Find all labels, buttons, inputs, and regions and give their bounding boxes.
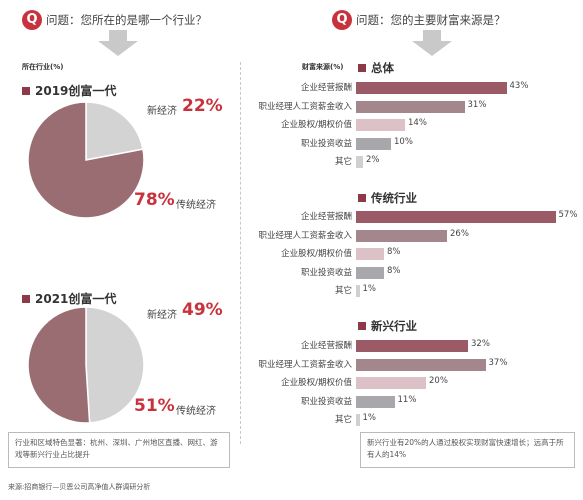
bar	[356, 137, 391, 150]
title-marker	[22, 86, 30, 95]
bar-value-label: 8%	[387, 247, 401, 257]
pie-2021-value-traditional: 51%	[134, 396, 175, 416]
bar	[356, 119, 405, 131]
bar-category-label: 职业经理人工资薪金收入	[258, 230, 352, 241]
bar-category-label: 其它	[334, 286, 352, 296]
left-question: 问题：您所在的是哪一个行业？	[46, 13, 207, 27]
pie-slice-1-1	[27, 306, 91, 424]
bar	[356, 285, 360, 297]
bar-category-label: 职业投资收益	[300, 267, 352, 278]
bar-category-label: 企业股权/期权价值	[281, 378, 352, 388]
pie-2021-value-new: 49%	[182, 300, 223, 320]
title-marker	[358, 64, 366, 72]
bar-value-label: 31%	[467, 99, 487, 110]
bar	[356, 414, 360, 426]
title-marker	[22, 294, 30, 303]
bar-category-label: 其它	[334, 415, 352, 425]
bar-value-label: 1%	[362, 413, 377, 423]
bar-value-label: 32%	[471, 339, 490, 349]
pie-chart-2019	[27, 101, 145, 219]
pie-2021-label-traditional: 传统经济	[176, 406, 216, 417]
bar-category-label: 其它	[334, 157, 352, 167]
pie-title-2021: 2021创富一代	[22, 290, 116, 307]
bar-category-label: 企业经营报酬	[300, 341, 352, 351]
bar	[356, 229, 447, 242]
bar-category-label: 企业股权/期权价值	[281, 120, 352, 130]
bar-value-label: 20%	[429, 376, 448, 386]
bar-value-label: 11%	[397, 394, 417, 405]
pie-title-2019: 2019创富一代	[22, 82, 116, 99]
pie-2019-label-new: 新经济	[147, 106, 177, 117]
bar	[356, 340, 468, 352]
title-marker	[358, 194, 366, 202]
pie-2019-value-new: 22%	[182, 96, 223, 116]
bar-value-label: 14%	[408, 118, 427, 128]
bar-category-label: 职业投资收益	[300, 138, 352, 149]
bar-section-title-traditional: 传统行业	[358, 190, 417, 206]
pie-slice-1-0	[85, 306, 145, 424]
question-icon: Q	[332, 10, 352, 30]
bar-section-title-new: 新兴行业	[358, 318, 417, 334]
bar	[356, 266, 384, 279]
pie-2019-label-traditional: 传统经济	[176, 200, 216, 211]
bar	[356, 377, 426, 389]
bar	[356, 395, 395, 408]
down-arrow-icon	[98, 30, 138, 56]
bar-section-title-new-text: 新兴行业	[371, 319, 417, 333]
bar-category-label: 企业股权/期权价值	[281, 249, 352, 259]
bar-section-title-overall-text: 总体	[371, 61, 394, 75]
bar-section-title-traditional-text: 传统行业	[371, 191, 417, 205]
bar-value-label: 57%	[558, 210, 578, 220]
bar-value-label: 10%	[394, 136, 413, 147]
bar	[356, 248, 384, 260]
bar-category-label: 职业经理人工资薪金收入	[258, 359, 352, 370]
down-arrow-icon	[412, 30, 452, 56]
bar-category-label: 企业经营报酬	[300, 83, 352, 93]
bar	[356, 156, 363, 168]
right-question: 问题：您的主要财富来源是？	[356, 13, 506, 27]
pie-title-2021-text: 2021创富一代	[35, 292, 117, 306]
bar-value-label: 8%	[387, 265, 401, 276]
bar-value-label: 26%	[450, 228, 469, 239]
right-subheader: 财富来源(%)	[302, 63, 344, 71]
bar	[356, 358, 486, 371]
bar-value-label: 37%	[488, 357, 508, 368]
column-divider	[240, 62, 241, 444]
bar	[356, 211, 556, 223]
pie-title-2019-text: 2019创富一代	[35, 84, 117, 98]
bar	[356, 100, 465, 113]
bar-category-label: 企业经营报酬	[300, 212, 352, 222]
pie-2021-label-new: 新经济	[147, 310, 177, 321]
bar-category-label: 职业投资收益	[300, 396, 352, 407]
title-marker	[358, 322, 366, 330]
bar-value-label: 43%	[509, 81, 529, 91]
source-caption: 来源:招商银行—贝恩公司高净值人群调研分析	[8, 483, 151, 491]
left-subheader: 所在行业(%)	[22, 63, 64, 71]
pie-slice-0-0	[85, 101, 144, 161]
left-note: 行业和区域特色显著：杭州、深圳、广州地区直播、网红、游戏等新兴行业占比提升	[8, 432, 230, 468]
bar-section-title-overall: 总体	[358, 60, 394, 76]
bar-category-label: 职业经理人工资薪金收入	[258, 101, 352, 112]
bar-value-label: 1%	[362, 284, 377, 294]
question-icon: Q	[22, 10, 42, 30]
pie-slice-0-1	[27, 101, 145, 219]
right-note: 新兴行业有20%的人通过股权实现财富快速增长；远高于所有人的14%	[360, 432, 575, 468]
bar-value-label: 2%	[366, 155, 380, 165]
pie-chart-2021	[27, 306, 145, 424]
bar	[356, 82, 507, 94]
pie-2019-value-traditional: 78%	[134, 190, 175, 210]
